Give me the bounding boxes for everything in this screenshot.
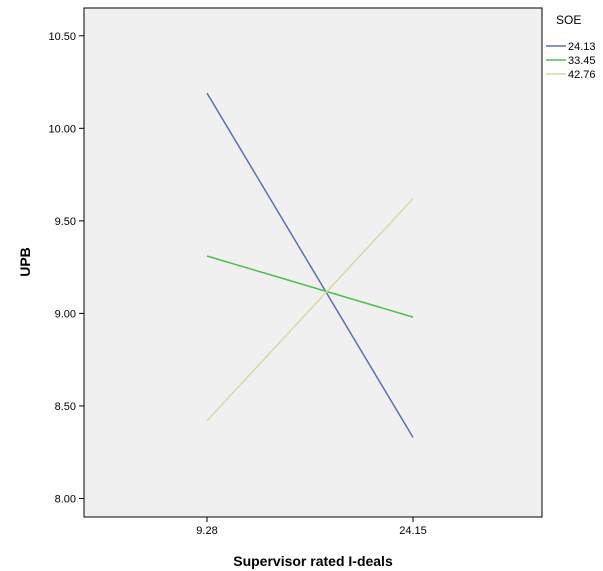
legend-label: 33.45 bbox=[568, 55, 596, 67]
plot-area bbox=[83, 7, 543, 518]
y-tick-label: 10.00 bbox=[48, 123, 76, 135]
y-axis-ticks: 8.00 8.50 9.00 9.50 10.00 10.50 bbox=[48, 31, 84, 505]
legend-title: SOE bbox=[556, 13, 581, 27]
legend-label: 42.76 bbox=[568, 69, 596, 81]
series-line-24-13 bbox=[206, 92, 414, 438]
y-tick-label: 8.50 bbox=[55, 401, 76, 413]
y-axis-title: UPB bbox=[17, 247, 33, 277]
x-tick-label: 9.28 bbox=[196, 525, 217, 537]
x-tick-label: 24.15 bbox=[399, 525, 427, 537]
x-axis-ticks: 9.28 24.15 bbox=[196, 517, 427, 537]
legend-label: 24.13 bbox=[568, 41, 596, 53]
y-tick-label: 9.50 bbox=[55, 216, 76, 228]
y-tick-label: 8.00 bbox=[55, 493, 76, 505]
series-line-42-76 bbox=[206, 198, 414, 422]
series-lines bbox=[206, 92, 414, 438]
y-tick-label: 9.00 bbox=[55, 308, 76, 320]
x-axis-title: Supervisor rated I-deals bbox=[233, 553, 393, 569]
legend: SOE 24.13 33.45 42.76 bbox=[546, 13, 596, 81]
y-tick-label: 10.50 bbox=[48, 31, 76, 43]
series-line-33-45 bbox=[206, 255, 414, 318]
